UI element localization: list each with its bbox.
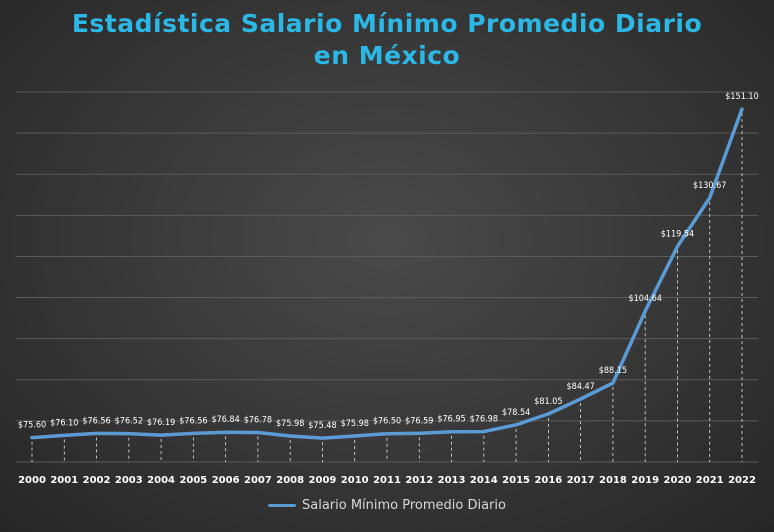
- chart-title-line-1: Estadística Salario Mínimo Promedio Diar…: [71, 9, 703, 38]
- data-label: $76.98: [470, 415, 498, 425]
- data-label: $76.95: [437, 415, 465, 425]
- data-label: $84.47: [566, 382, 594, 392]
- data-label: $75.98: [341, 419, 369, 429]
- data-label: $76.56: [179, 416, 207, 426]
- series-line: [30, 107, 744, 440]
- data-label: $76.19: [147, 418, 175, 428]
- data-label: $81.05: [534, 397, 562, 407]
- data-label: $75.60: [18, 421, 46, 431]
- x-tick-label: 2002: [83, 475, 111, 486]
- data-label: $75.98: [276, 419, 304, 429]
- legend-line-swatch: [267, 504, 296, 507]
- data-label: $76.50: [373, 417, 401, 427]
- data-label: $75.48: [308, 421, 336, 431]
- x-tick-label: 2013: [438, 475, 466, 486]
- x-tick-label: 2006: [212, 475, 240, 486]
- x-tick-label: 2018: [599, 475, 627, 486]
- data-label: $88.15: [599, 366, 627, 376]
- chart-title-line-2: en México: [313, 41, 461, 70]
- x-tick-label: 2012: [405, 475, 433, 486]
- x-tick-label: 2005: [179, 475, 207, 486]
- data-label: $151.10: [725, 92, 758, 102]
- chart-title: Estadística Salario Mínimo Promedio Diar…: [0, 8, 774, 72]
- x-tick-label: 2017: [567, 475, 595, 486]
- x-tick-label: 2007: [244, 475, 272, 486]
- data-label: $76.52: [115, 417, 143, 427]
- x-tick-label: 2000: [18, 475, 46, 486]
- legend-label: Salario Mínimo Promedio Diario: [301, 498, 506, 513]
- x-tick-label: 2021: [696, 475, 724, 486]
- data-label: $76.84: [211, 415, 239, 425]
- x-tick-label: 2010: [341, 475, 369, 486]
- x-tick-label: 2019: [631, 475, 659, 486]
- x-tick-label: 2008: [276, 475, 304, 486]
- x-tick-label: 2004: [147, 475, 175, 486]
- data-label: $76.56: [82, 416, 110, 426]
- x-tick-label: 2016: [534, 475, 562, 486]
- data-label: $130.67: [693, 181, 726, 191]
- data-label: $78.54: [502, 408, 530, 418]
- data-label: $76.78: [244, 415, 272, 425]
- x-tick-label: 2014: [470, 475, 498, 486]
- chart-legend: Salario Mínimo Promedio Diario: [0, 498, 774, 513]
- x-tick-label: 2001: [50, 475, 78, 486]
- x-tick-label: 2015: [502, 475, 530, 486]
- data-label: $104.64: [628, 294, 661, 304]
- data-label: $76.59: [405, 416, 433, 426]
- x-tick-label: 2003: [115, 475, 143, 486]
- x-tick-label: 2009: [309, 475, 337, 486]
- data-label: $119.54: [661, 229, 694, 239]
- x-tick-label: 2020: [664, 475, 692, 486]
- data-label: $76.10: [50, 418, 78, 428]
- x-tick-label: 2022: [728, 475, 756, 486]
- x-tick-label: 2011: [373, 475, 401, 486]
